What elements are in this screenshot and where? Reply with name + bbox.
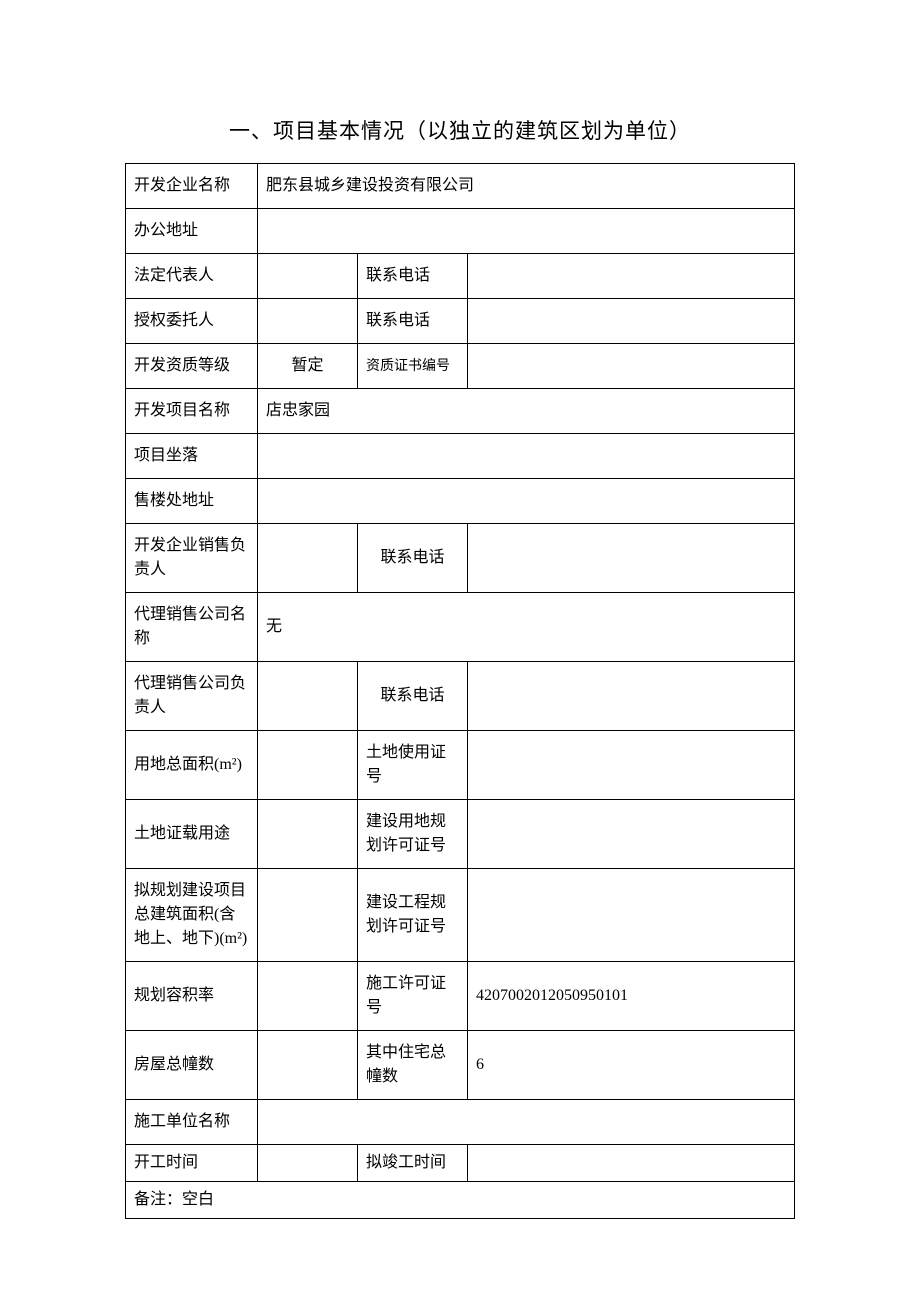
- table-row: 开发项目名称 店忠家园: [126, 389, 795, 434]
- table-row: 开发企业名称 肥东县城乡建设投资有限公司: [126, 164, 795, 209]
- auth-agent-label: 授权委托人: [126, 299, 258, 344]
- qual-cert-no-label: 资质证书编号: [358, 344, 468, 389]
- completion-date-value: [468, 1145, 795, 1182]
- table-row: 开发资质等级 暂定 资质证书编号: [126, 344, 795, 389]
- total-buildings-label: 房屋总幢数: [126, 1031, 258, 1100]
- office-addr-label: 办公地址: [126, 209, 258, 254]
- agency-name-label: 代理销售公司名称: [126, 593, 258, 662]
- plot-ratio-value: [258, 962, 358, 1031]
- table-row: 开工时间 拟竣工时间: [126, 1145, 795, 1182]
- land-use-value: [258, 800, 358, 869]
- table-row: 办公地址: [126, 209, 795, 254]
- construction-permit-label: 施工许可证号: [358, 962, 468, 1031]
- completion-date-label: 拟竣工时间: [358, 1145, 468, 1182]
- table-row: 开发企业销售负责人 联系电话: [126, 524, 795, 593]
- contact-phone-label-4: 联系电话: [358, 662, 468, 731]
- table-row: 房屋总幢数 其中住宅总幢数 6: [126, 1031, 795, 1100]
- total-buildings-value: [258, 1031, 358, 1100]
- sales-manager-phone: [468, 524, 795, 593]
- sales-manager-value: [258, 524, 358, 593]
- remarks-label: 备注：空白: [126, 1182, 795, 1219]
- table-row: 代理销售公司名称 无: [126, 593, 795, 662]
- qual-cert-no-value: [468, 344, 795, 389]
- table-row: 用地总面积(m²) 土地使用证号: [126, 731, 795, 800]
- land-use-label: 土地证载用途: [126, 800, 258, 869]
- legal-rep-phone: [468, 254, 795, 299]
- table-row: 法定代表人 联系电话: [126, 254, 795, 299]
- table-row: 授权委托人 联系电话: [126, 299, 795, 344]
- table-row: 代理销售公司负责人 联系电话: [126, 662, 795, 731]
- document-page: 一、项目基本情况（以独立的建筑区划为单位） 开发企业名称 肥东县城乡建设投资有限…: [0, 0, 920, 1219]
- legal-rep-label: 法定代表人: [126, 254, 258, 299]
- table-row: 售楼处地址: [126, 479, 795, 524]
- land-cert-no-label: 土地使用证号: [358, 731, 468, 800]
- start-date-value: [258, 1145, 358, 1182]
- page-title: 一、项目基本情况（以独立的建筑区划为单位）: [125, 115, 795, 145]
- project-name-label: 开发项目名称: [126, 389, 258, 434]
- project-location-value: [258, 434, 795, 479]
- table-row: 土地证载用途 建设用地规划许可证号: [126, 800, 795, 869]
- planned-area-value: [258, 869, 358, 962]
- construction-unit-label: 施工单位名称: [126, 1100, 258, 1145]
- contact-phone-label-3: 联系电话: [358, 524, 468, 593]
- auth-agent-value: [258, 299, 358, 344]
- agency-name-value: 无: [258, 593, 795, 662]
- legal-rep-value: [258, 254, 358, 299]
- land-cert-no-value: [468, 731, 795, 800]
- residential-buildings-value: 6: [468, 1031, 795, 1100]
- land-area-label: 用地总面积(m²): [126, 731, 258, 800]
- sales-office-addr-value: [258, 479, 795, 524]
- contact-phone-label-2: 联系电话: [358, 299, 468, 344]
- table-row: 备注：空白: [126, 1182, 795, 1219]
- table-row: 项目坐落: [126, 434, 795, 479]
- project-info-table: 开发企业名称 肥东县城乡建设投资有限公司 办公地址 法定代表人 联系电话 授权委…: [125, 163, 795, 1219]
- office-addr-value: [258, 209, 795, 254]
- table-row: 拟规划建设项目总建筑面积(含地上、地下)(m²) 建设工程规划许可证号: [126, 869, 795, 962]
- agency-manager-phone: [468, 662, 795, 731]
- sales-manager-label: 开发企业销售负责人: [126, 524, 258, 593]
- project-name-value: 店忠家园: [258, 389, 795, 434]
- dev-qual-label: 开发资质等级: [126, 344, 258, 389]
- agency-manager-value: [258, 662, 358, 731]
- project-location-label: 项目坐落: [126, 434, 258, 479]
- start-date-label: 开工时间: [126, 1145, 258, 1182]
- table-row: 规划容积率 施工许可证号 4207002012050950101: [126, 962, 795, 1031]
- contact-phone-label: 联系电话: [358, 254, 468, 299]
- construction-plan-permit-value: [468, 869, 795, 962]
- construction-permit-value: 4207002012050950101: [468, 962, 795, 1031]
- auth-agent-phone: [468, 299, 795, 344]
- dev-company-label: 开发企业名称: [126, 164, 258, 209]
- residential-buildings-label: 其中住宅总幢数: [358, 1031, 468, 1100]
- dev-qual-value: 暂定: [258, 344, 358, 389]
- dev-company-value: 肥东县城乡建设投资有限公司: [258, 164, 795, 209]
- plot-ratio-label: 规划容积率: [126, 962, 258, 1031]
- construction-unit-value: [258, 1100, 795, 1145]
- table-row: 施工单位名称: [126, 1100, 795, 1145]
- land-plan-permit-label: 建设用地规划许可证号: [358, 800, 468, 869]
- construction-plan-permit-label: 建设工程规划许可证号: [358, 869, 468, 962]
- land-area-value: [258, 731, 358, 800]
- sales-office-addr-label: 售楼处地址: [126, 479, 258, 524]
- planned-area-label: 拟规划建设项目总建筑面积(含地上、地下)(m²): [126, 869, 258, 962]
- agency-manager-label: 代理销售公司负责人: [126, 662, 258, 731]
- land-plan-permit-value: [468, 800, 795, 869]
